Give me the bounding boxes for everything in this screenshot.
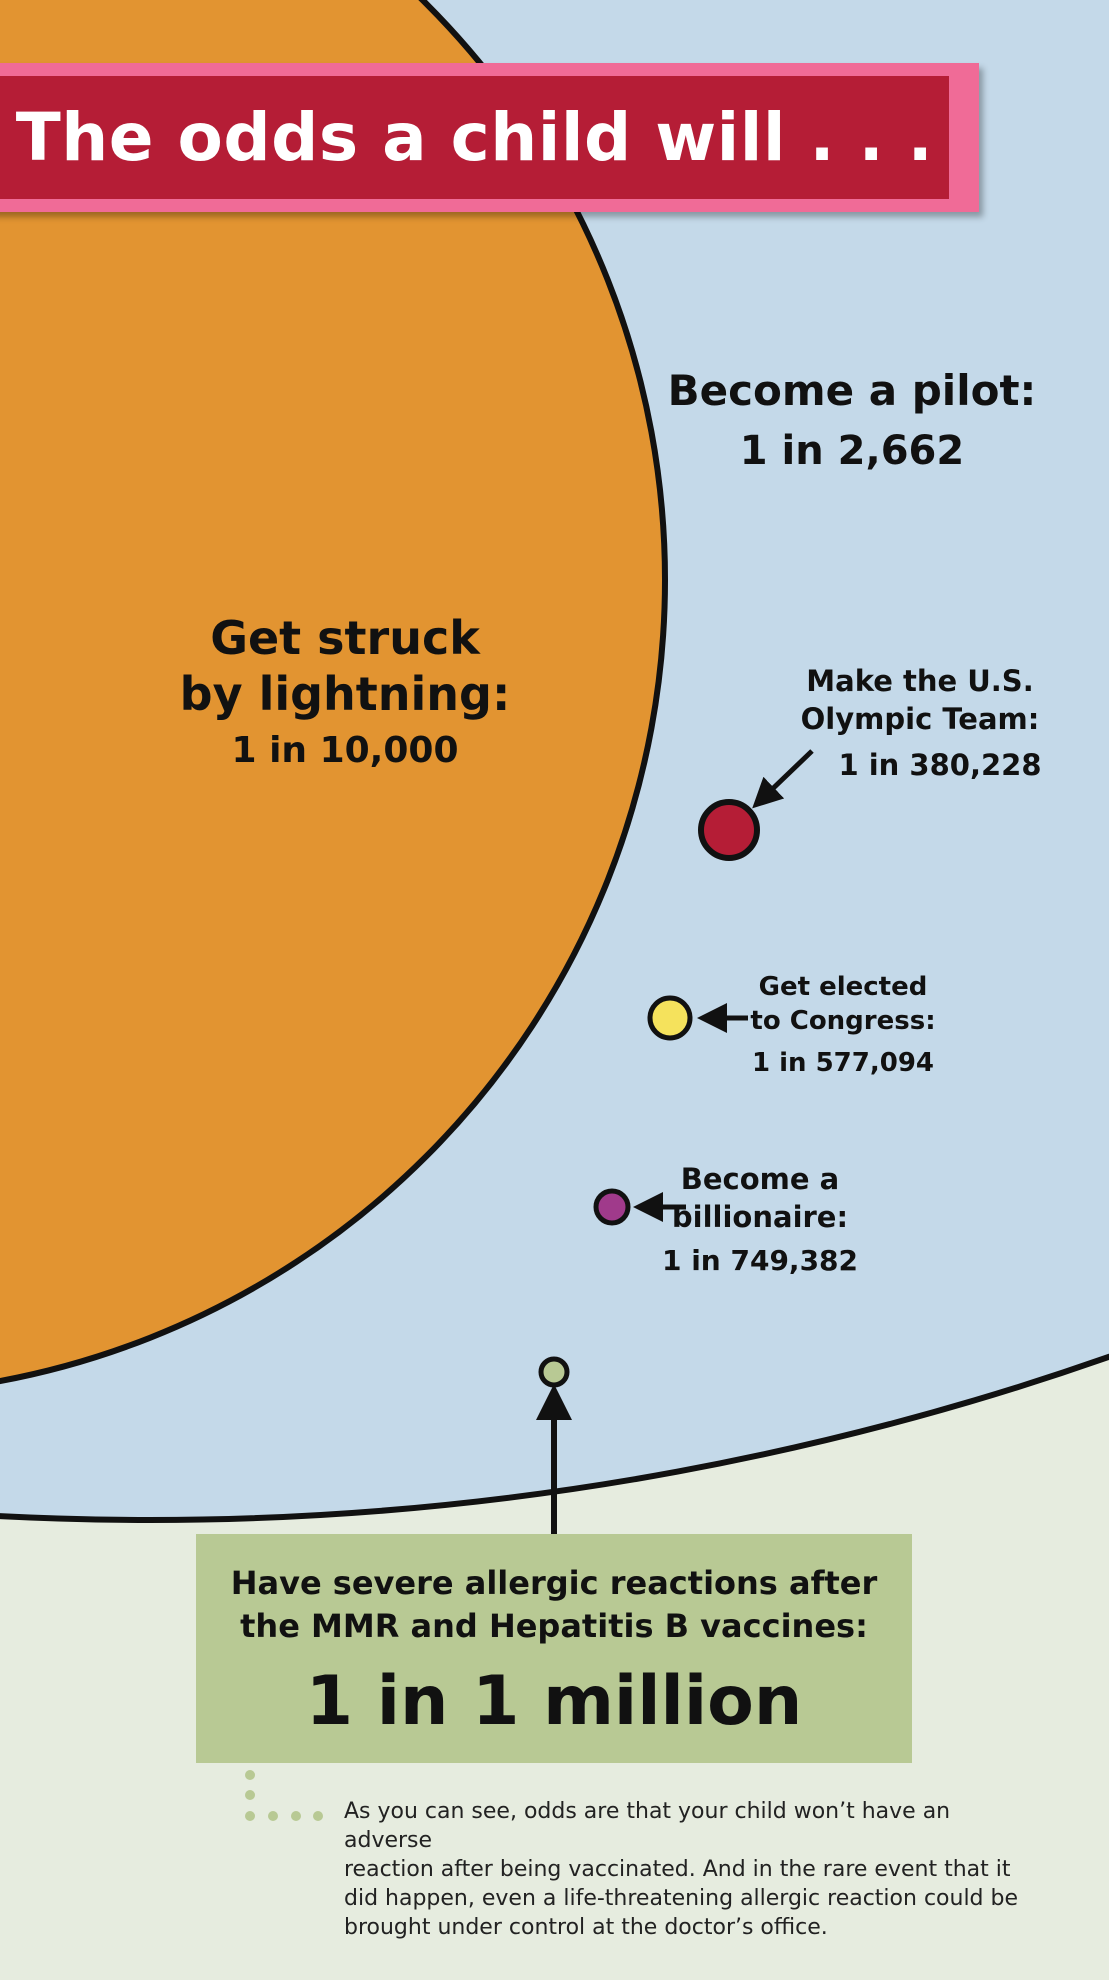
footnote-line: did happen, even a life-threatening alle… [344,1886,1019,1911]
lightning-label: Get struck by lightning: [145,610,545,722]
allergy-odds: 1 in 1 million [305,1662,803,1741]
billionaire-label: Become a billionaire: [630,1160,890,1236]
lightning-odds: 1 in 10,000 [231,730,459,771]
billionaire-circle [593,1188,631,1226]
allergy-label-line: Have severe allergic reactions after [230,1564,878,1602]
olympic-circle [698,799,760,861]
pilot-odds: 1 in 2,662 [739,428,965,474]
title-banner: The odds a child will . . . [0,63,979,212]
congress-circle [647,995,693,1041]
title-banner-inner: The odds a child will . . . [0,76,949,199]
olympic-label: Make the U.S. Olympic Team: [770,662,1070,738]
pilot-label: Become a pilot: [667,366,1037,415]
congress-label: Get elected to Congress: [723,970,963,1038]
allergy-callout-box: Have severe allergic reactions after the… [196,1534,912,1763]
olympic-label-line: Make the U.S. [806,664,1034,698]
lightning-label-line: Get struck [210,611,480,665]
allergy-label: Have severe allergic reactions after the… [196,1562,912,1648]
lightning-circle [0,0,668,1384]
footnote-dots [245,1770,323,1821]
olympic-odds: 1 in 380,228 [838,748,1042,782]
footnote-line: brought under control at the doctor’s of… [344,1915,828,1940]
page-title: The odds a child will . . . [15,99,934,176]
congress-label-line: to Congress: [750,1006,936,1036]
allergy-circle [538,1356,570,1388]
billionaire-label-line: Become a [680,1162,840,1196]
olympic-label-line: Olympic Team: [800,702,1040,736]
footnote-line: As you can see, odds are that your child… [344,1799,951,1853]
billionaire-label-line: billionaire: [671,1200,849,1234]
footnote-line: reaction after being vaccinated. And in … [344,1857,1011,1882]
olympic-arrow [752,749,814,809]
lightning-label-line: by lightning: [179,667,511,721]
billionaire-odds: 1 in 749,382 [661,1244,859,1277]
congress-odds: 1 in 577,094 [751,1048,935,1078]
footnote: As you can see, odds are that your child… [344,1797,1044,1942]
congress-label-line: Get elected [758,972,928,1002]
allergy-label-line: the MMR and Hepatitis B vaccines: [240,1607,868,1645]
